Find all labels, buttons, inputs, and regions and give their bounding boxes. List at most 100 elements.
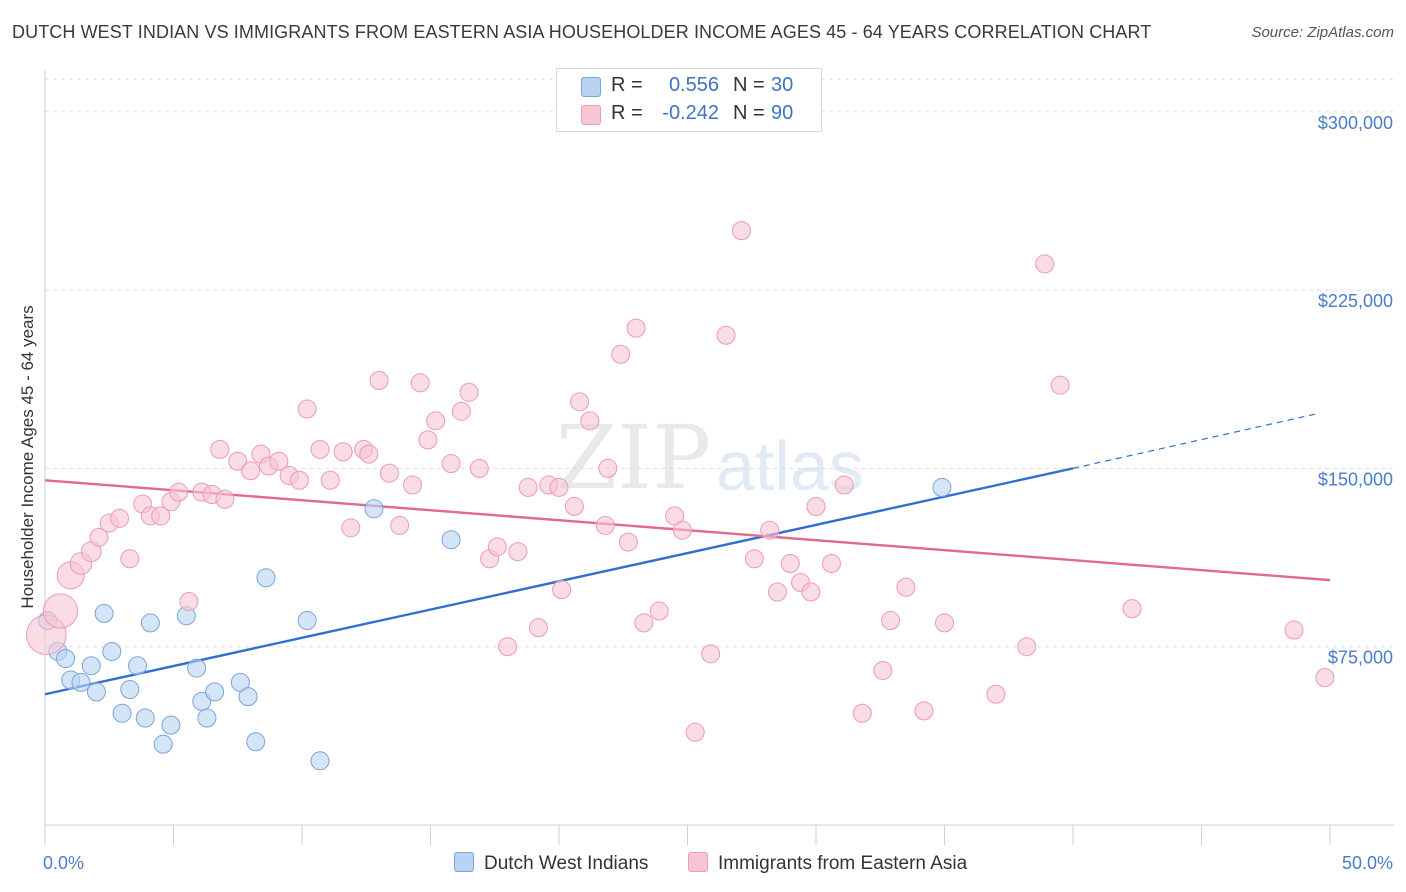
pink-point: [269, 451, 289, 471]
pink-point: [873, 660, 893, 680]
blue-point: [140, 613, 160, 633]
pink-swatch: [581, 105, 601, 125]
pink-point: [241, 461, 261, 481]
pink-point: [685, 722, 705, 742]
blue-swatch: [454, 852, 474, 872]
legend-label-pink: Immigrants from Eastern Asia: [718, 853, 968, 874]
pink-point: [418, 430, 438, 450]
blue-point: [102, 641, 122, 661]
chart-title: DUTCH WEST INDIAN VS IMMIGRANTS FROM EAS…: [12, 22, 1152, 42]
pink-point: [518, 477, 538, 497]
x-tick-label-max: 50.0%: [1342, 853, 1393, 873]
pink-swatch: [688, 852, 708, 872]
y-tick-label: $75,000: [1328, 648, 1393, 668]
pink-point: [618, 532, 638, 552]
legend-label-blue: Dutch West Indians: [484, 853, 649, 874]
pink-point: [634, 613, 654, 633]
x-ticks: [44, 825, 1331, 845]
n-value-pink: 90: [771, 102, 794, 124]
axes: [44, 70, 1394, 845]
pink-point: [626, 318, 646, 338]
blue-point: [197, 708, 217, 728]
pink-point: [806, 496, 826, 516]
blue-point: [153, 734, 173, 754]
blue-point: [94, 603, 114, 623]
blue-point: [932, 477, 952, 497]
pink-point: [1050, 375, 1070, 395]
blue-point: [81, 656, 101, 676]
blue-point: [56, 649, 76, 669]
pink-point: [649, 601, 669, 621]
pink-point: [451, 401, 471, 421]
pink-point: [598, 458, 618, 478]
blue-point: [310, 751, 330, 771]
blue-point: [112, 703, 132, 723]
source-credit: Source: ZipAtlas.com: [1251, 24, 1394, 41]
pink-point: [834, 475, 854, 495]
pink-point: [341, 518, 361, 538]
pink-point: [611, 344, 631, 364]
correlation-legend: R = 0.556 N = 30 R = -0.242 N = 90: [556, 68, 822, 132]
pink-point: [731, 221, 751, 241]
pink-point: [986, 684, 1006, 704]
pink-point: [390, 515, 410, 535]
pink-point: [410, 373, 430, 393]
pink-point: [767, 582, 787, 602]
pink-point: [935, 613, 954, 633]
blue-point: [364, 499, 384, 519]
blue-point: [187, 658, 207, 678]
blue-point: [256, 568, 276, 588]
pink-point: [333, 442, 353, 462]
pink-point: [498, 637, 518, 657]
blue-point: [120, 679, 140, 699]
r-value-pink: -0.242: [662, 102, 719, 124]
pink-point: [549, 477, 569, 497]
y-tick-label: $225,000: [1318, 291, 1393, 311]
r-label: R =: [611, 74, 643, 96]
blue-trend-extension: [1072, 413, 1318, 469]
y-axis-label: Householder Income Ages 45 - 64 years: [18, 305, 37, 608]
pink-point: [441, 454, 461, 474]
pink-point: [1315, 668, 1335, 688]
data-points: [25, 221, 1335, 771]
pink-point: [672, 520, 692, 540]
pink-point: [760, 520, 780, 540]
pink-point: [151, 506, 171, 526]
pink-point: [215, 489, 235, 509]
blue-point: [246, 732, 266, 752]
blue-point: [205, 682, 225, 702]
grid-lines: [45, 78, 1394, 648]
y-tick-label: $300,000: [1318, 113, 1393, 133]
blue-point: [86, 682, 106, 702]
pink-point: [297, 399, 317, 419]
pink-point: [821, 553, 841, 573]
pink-point: [320, 470, 340, 490]
pink-point: [228, 451, 248, 471]
r-label: R =: [611, 102, 643, 124]
blue-point: [161, 715, 181, 735]
pink-point: [310, 439, 330, 459]
n-value-blue: 30: [771, 74, 794, 96]
blue-point: [297, 611, 317, 631]
pink-point: [1284, 620, 1304, 640]
r-value-blue: 0.556: [668, 74, 719, 96]
pink-point: [552, 580, 572, 600]
pink-point: [210, 439, 230, 459]
blue-point: [441, 530, 461, 550]
n-label: N =: [733, 102, 765, 124]
pink-point: [914, 701, 934, 721]
pink-point: [881, 611, 901, 631]
legend-item-dutch-west-indians: Dutch West Indians: [454, 852, 648, 875]
pink-point: [169, 482, 189, 502]
pink-point: [780, 553, 800, 573]
n-label: N =: [733, 74, 765, 96]
x-tick-label-min: 0.0%: [43, 853, 84, 873]
pink-point: [716, 325, 736, 345]
pink-point: [1017, 637, 1037, 657]
y-tick-labels: $75,000 $150,000 $225,000 $300,000: [1318, 113, 1393, 668]
blue-swatch: [581, 77, 601, 97]
legend-item-eastern-asia: Immigrants from Eastern Asia: [688, 852, 967, 875]
watermark-zip: ZIP: [556, 406, 711, 509]
pink-point: [120, 549, 140, 569]
